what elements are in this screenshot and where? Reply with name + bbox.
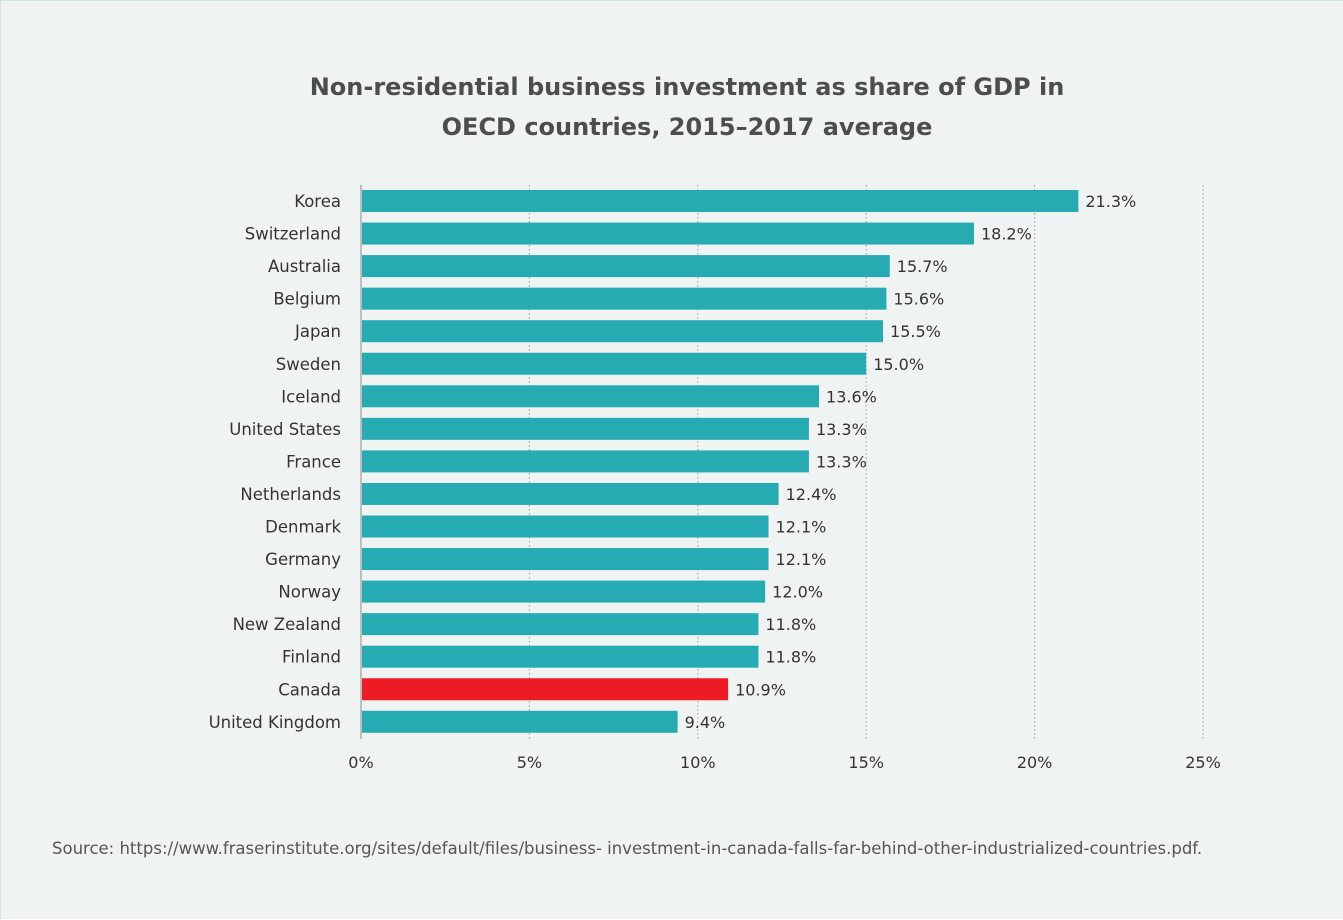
category-label: Denmark — [265, 518, 341, 537]
bar — [362, 548, 769, 571]
bar — [362, 417, 809, 440]
category-label: Switzerland — [245, 225, 341, 244]
bar — [362, 352, 867, 375]
value-label: 12.4% — [786, 485, 837, 504]
value-label: 13.3% — [816, 452, 867, 471]
category-label: Korea — [294, 192, 341, 211]
bar — [362, 580, 766, 603]
x-tick-label: 25% — [1185, 753, 1221, 772]
category-label: Netherlands — [240, 485, 341, 504]
category-label: Canada — [278, 680, 341, 699]
bar — [362, 320, 884, 343]
category-label: United States — [229, 420, 341, 439]
bar — [362, 385, 820, 408]
value-label: 15.6% — [893, 290, 944, 309]
x-tick-label: 0% — [348, 753, 373, 772]
category-label: Sweden — [276, 355, 341, 374]
bar — [362, 515, 769, 538]
value-label: 15.7% — [897, 257, 948, 276]
value-label: 13.6% — [826, 387, 877, 406]
value-label: 13.3% — [816, 420, 867, 439]
chart-title-line-2: OECD countries, 2015–2017 average — [441, 113, 933, 141]
value-label: 15.0% — [873, 355, 924, 374]
value-label: 10.9% — [735, 680, 786, 699]
bar — [362, 255, 890, 278]
bar — [362, 190, 1079, 212]
bar — [362, 482, 779, 505]
chart-title-line-1: Non-residential business investment as s… — [309, 73, 1065, 101]
bar — [362, 287, 887, 310]
value-label: 15.5% — [890, 322, 941, 341]
value-label: 9.4% — [685, 713, 726, 732]
value-label: 12.1% — [776, 550, 827, 569]
bar — [362, 450, 809, 473]
value-label: 12.1% — [776, 518, 827, 537]
category-label: Japan — [294, 322, 341, 341]
value-label: 11.8% — [765, 648, 816, 667]
category-label: United Kingdom — [209, 713, 341, 732]
bar — [362, 613, 759, 636]
category-label: New Zealand — [233, 615, 341, 634]
category-label: Norway — [278, 583, 341, 602]
bar — [362, 645, 759, 668]
chart-title: Non-residential business investment as s… — [1, 67, 1343, 147]
x-tick-label: 5% — [517, 753, 542, 772]
category-label: France — [286, 452, 341, 471]
x-tick-label: 20% — [1017, 753, 1053, 772]
bar — [362, 222, 974, 245]
x-tick-label: 10% — [680, 753, 716, 772]
value-label: 21.3% — [1085, 192, 1136, 211]
category-label: Finland — [282, 648, 341, 667]
bar-highlight — [362, 678, 729, 701]
category-label: Belgium — [273, 290, 341, 309]
bar — [362, 710, 678, 733]
value-label: 18.2% — [981, 225, 1032, 244]
value-label: 11.8% — [765, 615, 816, 634]
x-tick-label: 15% — [848, 753, 884, 772]
source-note: Source: https://www.fraserinstitute.org/… — [52, 839, 1203, 858]
category-label: Australia — [268, 257, 341, 276]
category-label: Germany — [265, 550, 341, 569]
value-label: 12.0% — [772, 583, 823, 602]
category-label: Iceland — [281, 387, 341, 406]
